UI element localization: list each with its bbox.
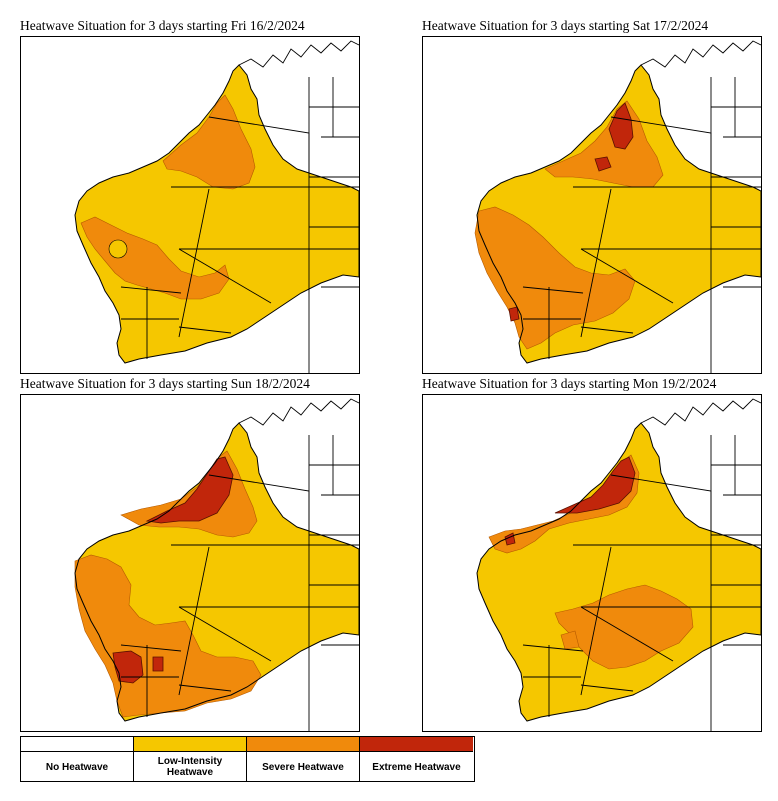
panel-title: Heatwave Situation for 3 days starting M…: [422, 376, 717, 391]
low-intensity-area: [108, 239, 128, 259]
no-heatwave-area: [241, 275, 359, 337]
map-canvas: [476, 398, 761, 731]
district-boundary: [580, 546, 612, 696]
legend: No Heatwave Low-Intensity Heatwave Sever…: [20, 736, 475, 782]
legend-swatch: [21, 737, 133, 752]
northern-coastline: [640, 398, 761, 426]
coastline: [476, 422, 761, 722]
no-heatwave-area: [643, 275, 761, 337]
panel-title: Heatwave Situation for 3 days starting S…: [20, 376, 310, 391]
legend-swatch: [134, 737, 246, 752]
map-canvas: [74, 398, 359, 731]
map-canvas: [74, 40, 359, 373]
legend-swatch: [360, 737, 473, 752]
district-boundary: [178, 248, 272, 304]
legend-label: Low-Intensity Heatwave: [157, 756, 223, 778]
extreme-heatwave-area: [554, 456, 636, 514]
extreme-heatwave-area: [608, 102, 634, 150]
heatwave-map-sat: [422, 36, 762, 374]
legend-item-severe: Severe Heatwave: [247, 737, 360, 781]
district-boundary: [178, 684, 232, 692]
district-boundary: [580, 188, 612, 338]
severe-heatwave-area: [80, 216, 230, 300]
legend-item-low: Low-Intensity Heatwave: [134, 737, 247, 781]
northern-coastline: [238, 40, 359, 68]
legend-label: Severe Heatwave: [262, 761, 344, 773]
heatwave-map-fri: [20, 36, 360, 374]
extreme-heatwave-area: [112, 650, 144, 684]
severe-heatwave-area: [560, 630, 580, 650]
district-boundary: [522, 286, 584, 294]
district-boundary: [580, 606, 674, 662]
district-boundary: [178, 606, 272, 662]
legend-swatch: [247, 737, 359, 752]
northern-coastline: [640, 40, 761, 68]
severe-heatwave-area: [554, 584, 694, 670]
extreme-heatwave-area: [145, 456, 234, 524]
district-boundary: [120, 286, 182, 294]
no-heatwave-area: [643, 633, 761, 695]
district-boundary: [178, 188, 210, 338]
severe-heatwave-area: [488, 454, 640, 554]
panel-title: Heatwave Situation for 3 days starting F…: [20, 18, 305, 33]
low-intensity-area: [75, 65, 359, 363]
legend-label: No Heatwave: [45, 761, 109, 773]
extreme-heatwave-area: [508, 306, 520, 322]
severe-heatwave-area: [544, 100, 664, 188]
map-canvas: [474, 40, 761, 373]
district-boundary: [580, 326, 634, 334]
coastline: [74, 422, 359, 722]
district-boundary: [580, 248, 674, 304]
legend-label: Extreme Heatwave: [372, 761, 461, 773]
heatwave-map-mon: [422, 394, 762, 732]
northern-coastline: [238, 398, 359, 426]
extreme-heatwave-area: [594, 156, 612, 172]
low-intensity-area: [477, 423, 761, 721]
panel-title: Heatwave Situation for 3 days starting S…: [422, 18, 709, 33]
no-heatwave-area: [241, 633, 359, 695]
district-boundary: [580, 684, 634, 692]
coastline: [476, 64, 761, 364]
severe-heatwave-area: [162, 94, 256, 190]
legend-item-none: No Heatwave: [21, 737, 134, 781]
district-boundary: [178, 546, 210, 696]
extreme-heatwave-area: [152, 656, 164, 672]
legend-item-extreme: Extreme Heatwave: [360, 737, 473, 781]
district-boundary: [120, 644, 182, 652]
coastline: [74, 64, 359, 364]
heatwave-map-sun: [20, 394, 360, 732]
district-boundary: [178, 326, 232, 334]
district-boundary: [522, 644, 584, 652]
